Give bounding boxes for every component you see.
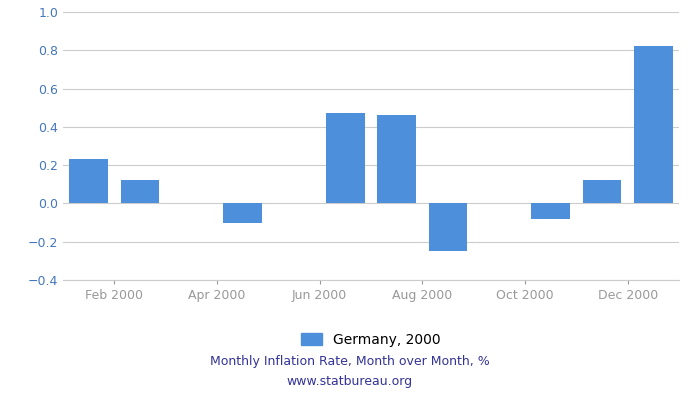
Bar <box>223 204 262 222</box>
Legend: Germany, 2000: Germany, 2000 <box>295 327 447 352</box>
Text: www.statbureau.org: www.statbureau.org <box>287 376 413 388</box>
Bar <box>634 46 673 204</box>
Bar <box>69 159 108 204</box>
Bar <box>582 180 622 204</box>
Bar <box>531 204 570 219</box>
Bar <box>377 115 416 204</box>
Bar <box>428 204 467 251</box>
Bar <box>326 114 365 204</box>
Text: Monthly Inflation Rate, Month over Month, %: Monthly Inflation Rate, Month over Month… <box>210 356 490 368</box>
Bar <box>120 180 160 204</box>
